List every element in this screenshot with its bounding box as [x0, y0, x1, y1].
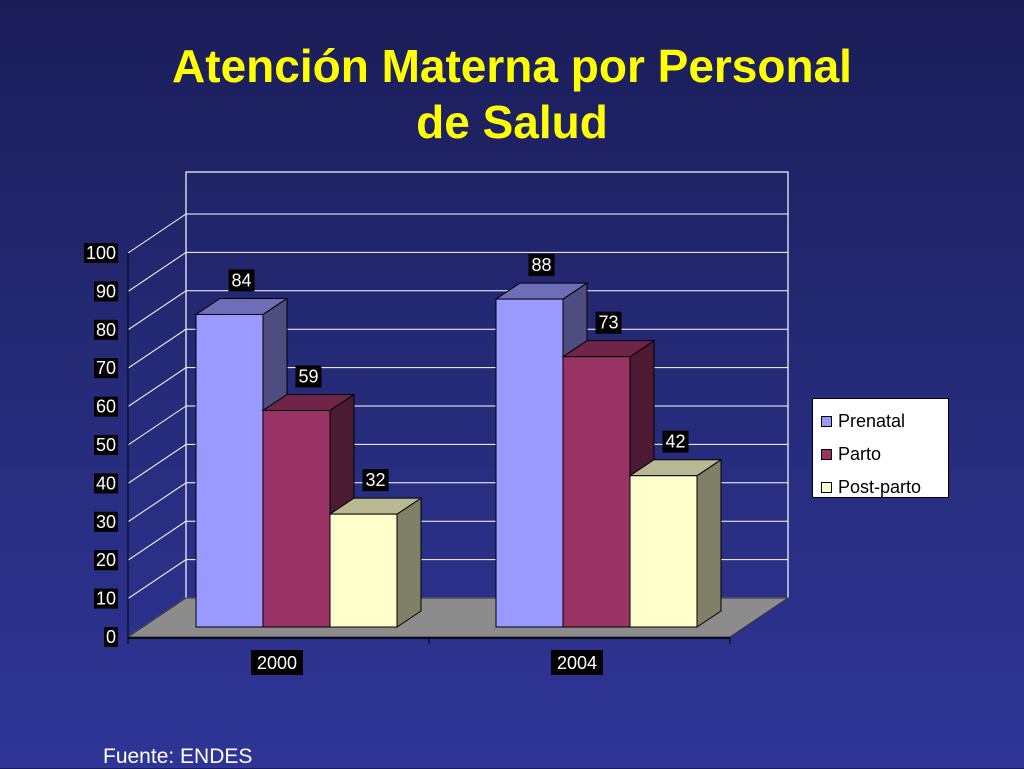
legend-label-prenatal: Prenatal	[838, 411, 906, 431]
bar-post-parto-2004	[629, 475, 698, 628]
legend-label-post-parto: Post-parto	[838, 477, 922, 497]
side-gridline-80	[127, 290, 187, 331]
bar-prenatal-2004	[495, 298, 564, 628]
y-tick-label-100: 100	[86, 243, 116, 263]
x-tick-label-2004: 2004	[557, 653, 597, 673]
y-tick-label-bg-10	[94, 588, 118, 609]
x-tick-label-bg-2004	[551, 650, 603, 675]
y-tick-label-bg-30	[94, 511, 118, 532]
data-label-post-parto-2000: 32	[365, 470, 385, 490]
side-gridline-40	[127, 443, 187, 484]
y-tick-label-bg-90	[94, 281, 118, 302]
bar-side-post-parto-2000	[396, 497, 422, 628]
y-tick-label-bg-100	[84, 243, 118, 263]
legend-item-prenatal: Prenatal	[821, 405, 948, 438]
data-label-parto-2000: 59	[298, 366, 318, 386]
y-tick-label-20: 20	[96, 550, 116, 570]
y-tick-label-90: 90	[96, 281, 116, 301]
y-tick-label-40: 40	[96, 473, 116, 493]
y-tick-label-bg-60	[94, 396, 118, 417]
y-tick-label-0: 0	[106, 627, 116, 647]
side-gridline-90	[127, 251, 187, 292]
title-line-2: de Salud	[416, 96, 608, 148]
side-gridline-70	[127, 328, 187, 369]
y-tick-label-bg-20	[94, 550, 118, 571]
y-tick-label-bg-0	[104, 627, 118, 647]
data-label-bg-post-parto-2000	[362, 469, 389, 492]
data-label-bg-prenatal-2000	[228, 269, 255, 292]
side-gridline-60	[127, 367, 187, 408]
y-tick-label-bg-40	[94, 473, 118, 494]
y-tick-label-bg-50	[94, 435, 118, 455]
side-gridline-100	[127, 213, 187, 254]
x-tick-label-bg-2000	[251, 650, 303, 675]
y-tick-label-70: 70	[96, 358, 116, 378]
x-tick-label-2000: 2000	[257, 653, 297, 673]
side-gridline-20	[127, 520, 187, 561]
data-label-bg-parto-2004	[595, 311, 622, 334]
side-gridline-30	[127, 482, 187, 523]
y-tick-label-60: 60	[96, 397, 116, 417]
bar-prenatal-2000	[195, 313, 264, 628]
data-label-prenatal-2000: 84	[231, 270, 251, 290]
data-label-parto-2004: 73	[598, 313, 618, 333]
data-label-bg-post-parto-2004	[662, 430, 689, 453]
bar-side-post-parto-2004	[696, 458, 722, 628]
legend-swatch-post-parto	[821, 482, 832, 493]
bar-parto-2004	[562, 356, 631, 628]
y-tick-label-30: 30	[96, 512, 116, 532]
legend-label-parto: Parto	[838, 444, 882, 464]
y-tick-label-bg-70	[94, 358, 118, 379]
legend-swatch-prenatal	[821, 416, 832, 427]
data-label-prenatal-2004: 88	[531, 255, 551, 275]
legend-swatch-parto	[821, 449, 832, 460]
y-tick-label-50: 50	[96, 435, 116, 455]
slide-title: Atención Materna por Personal de Salud	[0, 38, 1024, 150]
side-gridline-10	[127, 559, 187, 600]
data-label-bg-parto-2000	[295, 365, 322, 388]
data-label-bg-prenatal-2004	[528, 254, 555, 277]
y-tick-label-bg-80	[94, 319, 118, 340]
chart-legend: Prenatal Parto Post-parto	[812, 398, 949, 498]
legend-item-parto: Parto	[821, 438, 948, 471]
source-note: Fuente: ENDES	[103, 745, 253, 768]
bar-post-parto-2000	[329, 513, 398, 628]
side-gridline-50	[127, 405, 187, 446]
bar-parto-2000	[262, 409, 331, 628]
legend-item-post-parto: Post-parto	[821, 471, 948, 504]
y-tick-label-80: 80	[96, 320, 116, 340]
title-line-1: Atención Materna por Personal	[172, 40, 852, 92]
y-tick-label-10: 10	[96, 589, 116, 609]
data-label-post-parto-2004: 42	[665, 432, 685, 452]
